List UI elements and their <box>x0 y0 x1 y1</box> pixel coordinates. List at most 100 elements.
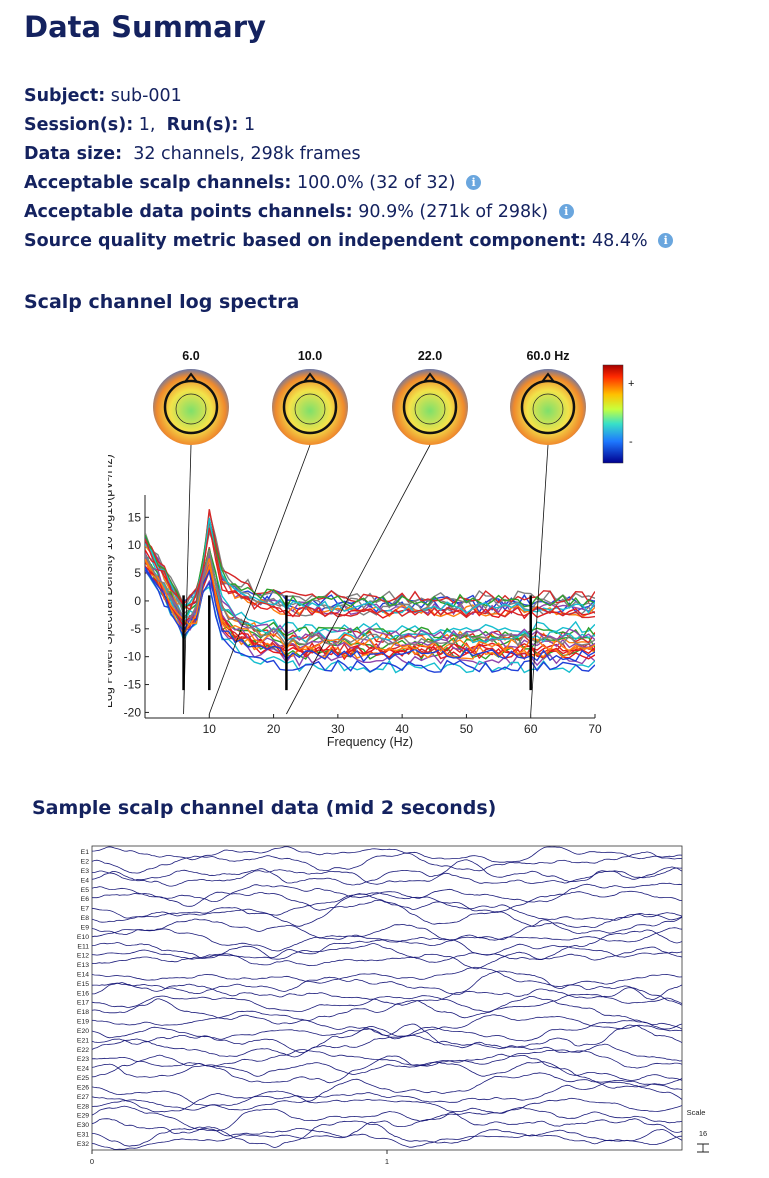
datasize-row: Data size: 32 channels, 298k frames <box>24 140 673 169</box>
subject-value: sub-001 <box>110 86 182 106</box>
eeg-channel-label: E8 <box>81 915 90 922</box>
eeg-trace <box>92 1090 682 1114</box>
colorbar-plus-label: + <box>628 378 634 390</box>
y-tick-label: -10 <box>124 650 142 664</box>
eeg-channel-label: E29 <box>77 1113 89 1120</box>
x-tick-label: 10 <box>203 722 217 736</box>
eeg-trace <box>92 1061 682 1081</box>
topoplot-head <box>402 379 458 435</box>
spectrum-line <box>145 517 595 615</box>
session-label: Session(s): <box>24 115 134 135</box>
eeg-channel-label: E28 <box>77 1103 89 1110</box>
acceptable-scalp-label: Acceptable scalp channels: <box>24 173 292 193</box>
eeg-channel-label: E17 <box>77 1000 89 1007</box>
eeg-trace <box>92 993 682 1013</box>
eeg-channel-label: E21 <box>77 1037 89 1044</box>
topoplot-link-line <box>208 444 311 715</box>
eeg-channel-label: E5 <box>81 887 90 894</box>
spectra-heading: Scalp channel log spectra <box>24 291 300 313</box>
eeg-channel-label: E12 <box>77 953 89 960</box>
spectrum-line <box>145 518 595 611</box>
run-value: 1 <box>244 115 256 135</box>
eeg-channel-label: E16 <box>77 990 89 997</box>
page-title: Data Summary <box>24 10 266 44</box>
spectrum-line <box>145 558 595 653</box>
colorbar-minus-label: - <box>629 436 633 448</box>
acceptable-points-label: Acceptable data points channels: <box>24 202 353 222</box>
eeg-scroll-figure: 0 1 E1 E2 E3 E4 E5 E6 E7 E8 E9 E10 E11 E12 E13 E14 E15 E… <box>77 845 709 1166</box>
eeg-channel-label: E27 <box>77 1094 89 1101</box>
eeg-trace <box>92 1111 682 1138</box>
topoplot-head <box>282 379 338 435</box>
eeg-channel-label: E23 <box>77 1056 89 1063</box>
eeg-plot-frame <box>91 845 683 1151</box>
eeg-trace <box>92 1081 682 1113</box>
y-tick-label: 5 <box>134 566 141 580</box>
scroll-heading: Sample scalp channel data (mid 2 seconds… <box>32 797 497 819</box>
info-icon[interactable]: i <box>658 233 674 248</box>
spectrum-line <box>145 511 595 607</box>
info-icon[interactable]: i <box>466 175 482 190</box>
x-tick-label: 50 <box>460 722 474 736</box>
eeg-channel-label: E19 <box>77 1019 89 1026</box>
x-tick-label: 70 <box>588 722 602 736</box>
x-tick-label: 40 <box>395 722 409 736</box>
eeg-channel-label: E18 <box>77 1009 89 1016</box>
spectra-figure: 6.0 10.0 22.0 60.0 Hz + - -20 -15 -10 -5 0 5 10 15 1… <box>108 349 634 749</box>
data-summary-list: Subject: sub-001 Session(s): 1, Run(s): … <box>24 82 674 256</box>
eeg-trace <box>92 1129 682 1150</box>
info-icon[interactable]: i <box>558 204 574 219</box>
eeg-channel-label: E6 <box>81 896 90 903</box>
x-tick-label: 60 <box>524 722 538 736</box>
eeg-trace <box>92 946 682 970</box>
datasize-label: Data size: <box>24 144 123 164</box>
source-quality-value: 48.4% <box>592 231 648 251</box>
eeg-channel-label: E13 <box>77 962 89 969</box>
eeg-trace <box>92 970 682 1006</box>
eeg-trace <box>92 1120 682 1149</box>
topoplot-head <box>520 379 576 435</box>
eeg-trace <box>92 892 682 921</box>
eeg-channel-label: E26 <box>77 1084 89 1091</box>
eeg-channel-label: E7 <box>81 906 90 913</box>
eeg-trace <box>92 1105 682 1132</box>
spectrum-line <box>145 569 595 673</box>
topoplot-link-line <box>286 444 431 715</box>
eeg-channel-label: E24 <box>77 1066 89 1073</box>
topoplot-label: 22.0 <box>418 349 442 363</box>
topoplot-contour <box>414 393 446 425</box>
eeg-trace <box>92 929 682 960</box>
eeg-trace <box>92 866 682 887</box>
session-value: 1, <box>138 115 156 135</box>
topoplot-head <box>163 379 219 435</box>
eeg-trace <box>92 851 682 874</box>
y-tick-label: 10 <box>128 538 142 552</box>
eeg-channel-label: E2 <box>81 859 90 866</box>
y-tick-label: 15 <box>128 510 142 524</box>
eeg-channel-label: E31 <box>77 1132 89 1139</box>
eeg-trace <box>92 1010 682 1037</box>
y-tick-label: -20 <box>124 705 142 719</box>
eeg-trace <box>92 966 682 988</box>
topoplot-label: 10.0 <box>298 349 322 363</box>
eeg-trace <box>92 1023 682 1053</box>
eeg-trace <box>92 846 682 863</box>
eeg-channel-label: E20 <box>77 1028 89 1035</box>
eeg-trace <box>92 927 682 952</box>
eeg-channel-label: E15 <box>77 981 89 988</box>
eeg-channel-label: E11 <box>77 943 89 950</box>
topoplot-link-line <box>530 444 549 715</box>
eeg-x-tick-label: 1 <box>385 1157 389 1166</box>
topoplot-contour <box>532 393 564 425</box>
x-tick-label: 20 <box>267 722 281 736</box>
eeg-trace <box>92 882 682 903</box>
run-label: Run(s): <box>166 115 239 135</box>
subject-label: Subject: <box>24 86 106 106</box>
topoplot-nose <box>303 372 317 383</box>
topoplot-label: 6.0 <box>182 349 199 363</box>
subject-row: Subject: sub-001 <box>24 82 673 111</box>
acceptable-points-value: 90.9% (271k of 298k) <box>358 202 549 222</box>
topoplot-nose <box>423 372 437 383</box>
eeg-trace <box>92 893 682 929</box>
eeg-channel-label: E4 <box>81 877 90 884</box>
